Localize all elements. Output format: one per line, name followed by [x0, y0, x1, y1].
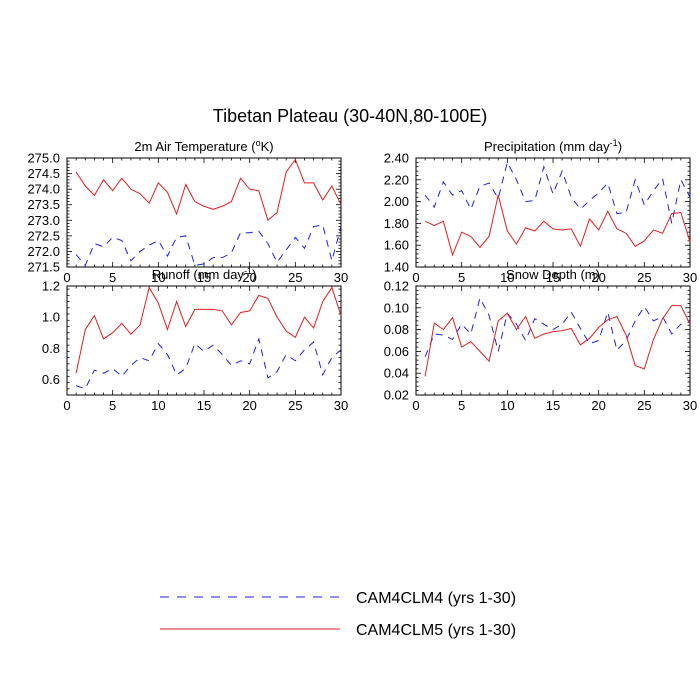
y-tick-label: 1.2 — [42, 279, 60, 294]
legend: CAM4CLM4 (yrs 1-30) CAM4CLM5 (yrs 1-30) — [160, 590, 516, 639]
series-line-cam4clm5 — [424, 194, 691, 257]
y-tick-label: 274.5 — [27, 166, 60, 181]
y-tick-label: 0.10 — [384, 300, 409, 315]
chart-panel-1: 0 5 10 15 20 25 30271.5272.0272.5273.0273.5274… — [27, 138, 348, 285]
plot-frame — [66, 285, 342, 396]
x-tick-label: 5 — [109, 270, 116, 285]
x-tick-label: 0 — [63, 398, 70, 413]
y-tick-label: 2.20 — [384, 172, 409, 187]
x-tick-label: 5 — [458, 270, 465, 285]
panel-title: Snow Depth (m) — [506, 267, 600, 282]
y-tick-label: 271.5 — [27, 260, 60, 275]
x-tick-label: 10 — [500, 270, 514, 285]
legend-label-2: CAM4CLM5 (yrs 1-30) — [356, 622, 516, 639]
plot-frame — [415, 157, 691, 268]
x-tick-label: 30 — [683, 398, 697, 413]
chart-panel-2: 0 5 10 15 20 25 30 1.40 1.60 1.80 2.00 2.20 2.40 Prec… — [384, 138, 698, 285]
plot-frame — [415, 285, 691, 396]
x-tick-label: 15 — [546, 398, 560, 413]
x-tick-label: 30 — [334, 398, 348, 413]
x-tick-label: 20 — [591, 398, 605, 413]
plot-frame — [66, 157, 342, 268]
x-tick-label: 0 — [412, 398, 419, 413]
y-tick-label: 274.0 — [27, 182, 60, 197]
x-tick-label: 20 — [591, 270, 605, 285]
series-line-cam4clm4 — [75, 224, 342, 267]
panel-title: 2m Air Temperature (oK) — [134, 138, 273, 154]
y-tick-label: 275.0 — [27, 151, 60, 166]
y-tick-label: 0.08 — [384, 322, 409, 337]
x-tick-label: 0 — [412, 270, 419, 285]
y-tick-label: 2.40 — [384, 151, 409, 166]
y-tick-label: 273.0 — [27, 213, 60, 228]
x-tick-label: 15 — [197, 398, 211, 413]
x-tick-label: 25 — [637, 398, 651, 413]
chart-panels: 0 5 10 15 20 25 30271.5272.0272.5273.0273.5274… — [27, 138, 697, 413]
y-tick-label: 0.06 — [384, 344, 409, 359]
y-tick-label: 272.0 — [27, 244, 60, 259]
y-tick-label: 0.6 — [42, 372, 60, 387]
series-line-cam4clm5 — [75, 286, 342, 374]
y-tick-label: 0.8 — [42, 341, 60, 356]
series-line-cam4clm4 — [424, 160, 691, 224]
chart-panel-4: 0 5 10 15 20 25 30 0.02 0.04 0.06 0.08 0.10 0.12 Snow… — [384, 267, 698, 413]
x-tick-label: 0 — [63, 270, 70, 285]
x-tick-label: 10 — [151, 398, 165, 413]
y-tick-label: 1.0 — [42, 310, 60, 325]
panel-title: Runoff (mm day-1) — [152, 266, 257, 282]
x-tick-label: 20 — [242, 398, 256, 413]
y-tick-label: 272.5 — [27, 228, 60, 243]
x-tick-label: 20 — [242, 270, 256, 285]
figure-title: Tibetan Plateau (30-40N,80-100E) — [213, 106, 488, 126]
panel-title: Precipitation (mm day-1) — [484, 138, 622, 154]
x-tick-label: 30 — [334, 270, 348, 285]
series-line-cam4clm4 — [75, 337, 342, 390]
legend-label-1: CAM4CLM4 (yrs 1-30) — [356, 590, 516, 607]
chart-panel-3: 0 5 10 15 20 25 30 0.6 0.8 1.0 1.2 Runoff (mm day-1… — [42, 266, 348, 413]
y-tick-label: 1.60 — [384, 238, 409, 253]
x-tick-label: 25 — [288, 398, 302, 413]
x-tick-label: 10 — [151, 270, 165, 285]
y-tick-label: 1.40 — [384, 260, 409, 275]
y-tick-label: 1.80 — [384, 216, 409, 231]
series-line-cam4clm5 — [424, 305, 691, 377]
x-tick-label: 10 — [500, 398, 514, 413]
y-tick-label: 0.02 — [384, 388, 409, 403]
x-tick-label: 25 — [637, 270, 651, 285]
x-tick-label: 15 — [546, 270, 560, 285]
x-tick-label: 25 — [288, 270, 302, 285]
x-tick-label: 15 — [197, 270, 211, 285]
y-tick-label: 273.5 — [27, 197, 60, 212]
y-tick-label: 2.00 — [384, 194, 409, 209]
x-tick-label: 5 — [109, 398, 116, 413]
y-tick-label: 0.04 — [384, 366, 409, 381]
series-line-cam4clm4 — [424, 296, 691, 358]
y-tick-label: 0.12 — [384, 279, 409, 294]
series-line-cam4clm5 — [75, 158, 342, 222]
x-tick-label: 30 — [683, 270, 697, 285]
x-tick-label: 5 — [458, 398, 465, 413]
